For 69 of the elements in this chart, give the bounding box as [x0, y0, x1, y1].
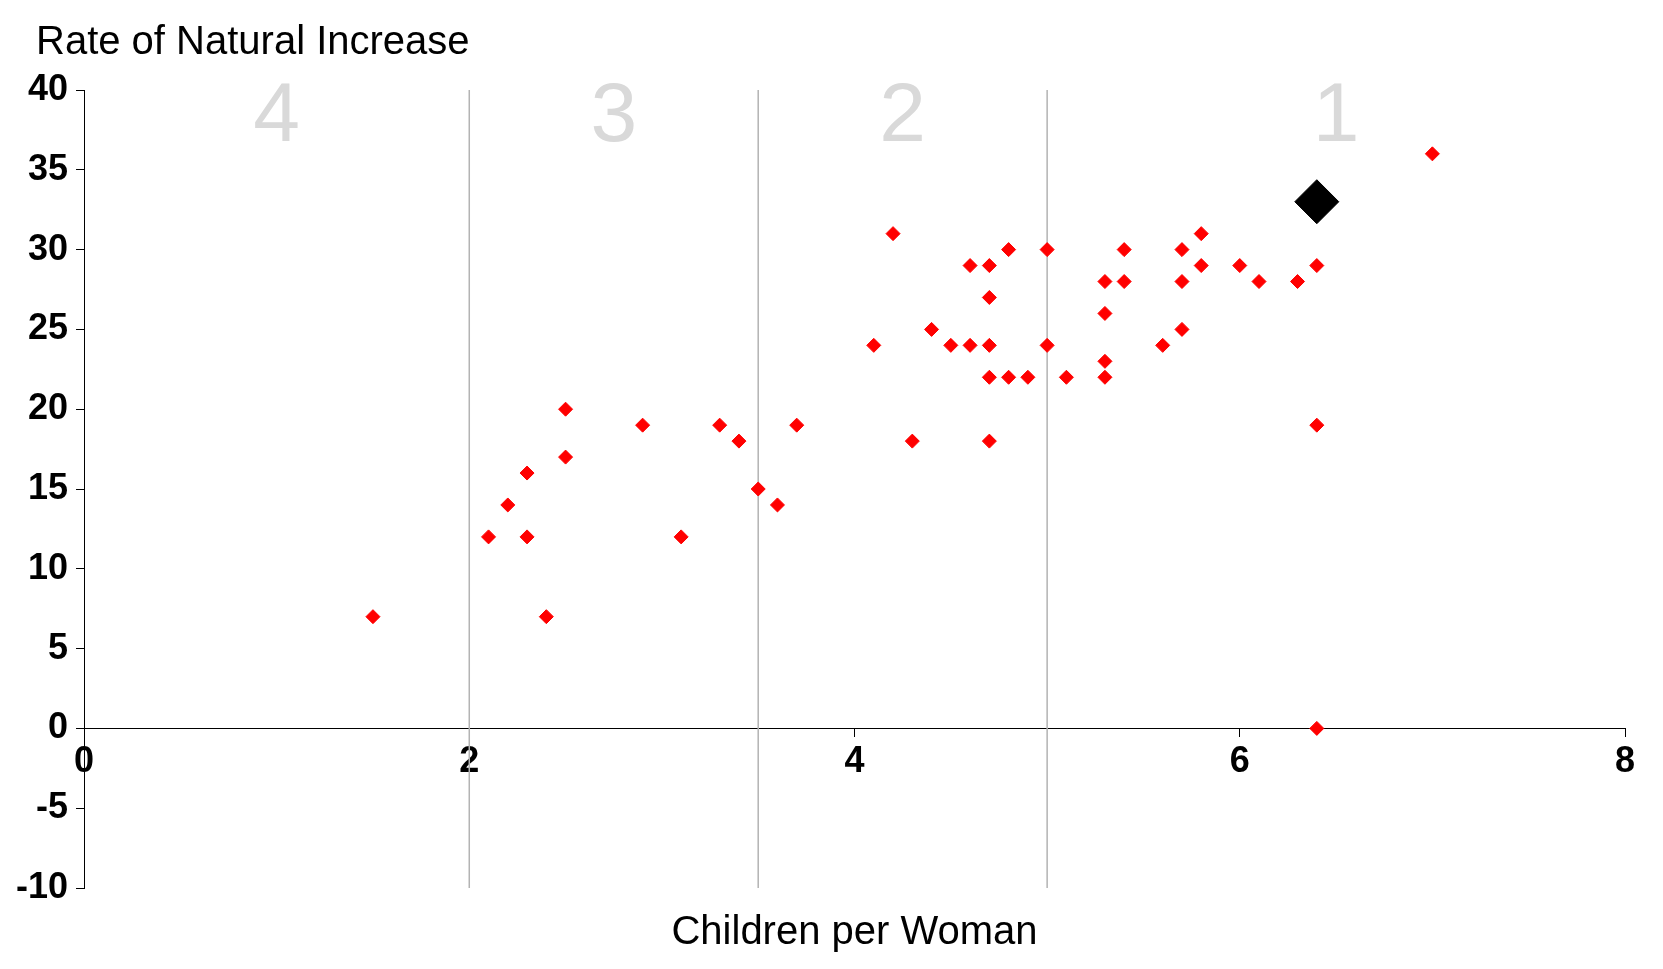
point: [904, 433, 920, 449]
x-tick-label: 6: [1229, 738, 1250, 780]
y-tick-label: 30: [27, 226, 69, 268]
point: [1193, 226, 1209, 242]
y-tick-label: 35: [27, 146, 69, 188]
point: [558, 449, 574, 465]
point: [1294, 179, 1340, 225]
point: [885, 226, 901, 242]
point: [1097, 353, 1113, 369]
point: [789, 417, 805, 433]
y-axis-title: Rate of Natural Increase: [36, 18, 470, 62]
y-tick-label: 10: [27, 545, 69, 587]
point: [1097, 305, 1113, 321]
point: [769, 497, 785, 513]
point: [1155, 337, 1171, 353]
point: [500, 497, 516, 513]
x-tick-label: 4: [844, 738, 865, 780]
point: [365, 609, 381, 625]
point: [673, 529, 689, 545]
point: [1020, 369, 1036, 385]
y-tick-label: 0: [48, 705, 69, 747]
point: [981, 433, 997, 449]
point: [1232, 258, 1248, 274]
point: [1097, 274, 1113, 290]
point: [1174, 274, 1190, 290]
point: [519, 529, 535, 545]
point: [1116, 242, 1132, 258]
y-tick-label: 40: [27, 66, 69, 108]
x-tick-label: 8: [1614, 738, 1636, 780]
y-tick-label: -10: [16, 864, 69, 906]
point: [1251, 274, 1267, 290]
y-tick-label: 5: [48, 625, 69, 667]
point: [1309, 720, 1325, 736]
point: [519, 465, 535, 481]
point: [538, 609, 554, 625]
y-tick-label: 20: [27, 386, 69, 428]
point: [1116, 274, 1132, 290]
point: [866, 337, 882, 353]
point: [962, 337, 978, 353]
point: [981, 289, 997, 305]
point: [1424, 146, 1440, 162]
point: [750, 481, 766, 497]
point: [481, 529, 497, 545]
point: [943, 337, 959, 353]
point: [635, 417, 651, 433]
point: [981, 258, 997, 274]
point: [1039, 242, 1055, 258]
point: [1309, 417, 1325, 433]
point: [1001, 242, 1017, 258]
y-tick-label: 15: [27, 465, 69, 507]
point: [712, 417, 728, 433]
point: [1058, 369, 1074, 385]
point: [1290, 274, 1306, 290]
x-axis-title: Children per Woman: [671, 908, 1038, 952]
point: [1174, 242, 1190, 258]
point: [558, 401, 574, 417]
point: [924, 321, 940, 337]
point: [962, 258, 978, 274]
point: [981, 337, 997, 353]
point: [981, 369, 997, 385]
point: [1309, 258, 1325, 274]
y-tick-label: -5: [36, 785, 69, 827]
point: [1174, 321, 1190, 337]
point: [1193, 258, 1209, 274]
point: [1097, 369, 1113, 385]
point: [731, 433, 747, 449]
y-tick-label: 25: [27, 306, 69, 348]
point: [1001, 369, 1017, 385]
point: [1039, 337, 1055, 353]
